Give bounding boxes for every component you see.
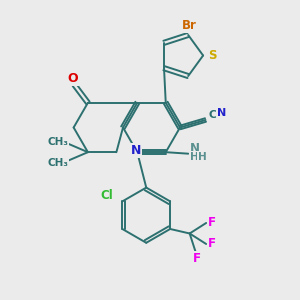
Text: O: O — [68, 72, 78, 85]
Text: F: F — [208, 238, 216, 250]
Text: S: S — [208, 49, 217, 62]
Text: CH₃: CH₃ — [47, 158, 68, 168]
Text: N: N — [190, 142, 200, 155]
Text: F: F — [193, 252, 201, 265]
Text: H: H — [198, 152, 207, 162]
Text: C: C — [208, 110, 216, 120]
Text: Br: Br — [182, 19, 197, 32]
Text: S: S — [208, 50, 217, 64]
Text: N: N — [130, 144, 141, 157]
Text: N: N — [218, 108, 226, 118]
Text: Br: Br — [182, 19, 197, 32]
Text: Cl: Cl — [103, 190, 115, 203]
Text: Cl: Cl — [100, 190, 113, 202]
Text: H: H — [190, 152, 199, 162]
Text: CH₃: CH₃ — [47, 137, 68, 147]
Text: F: F — [208, 217, 216, 230]
